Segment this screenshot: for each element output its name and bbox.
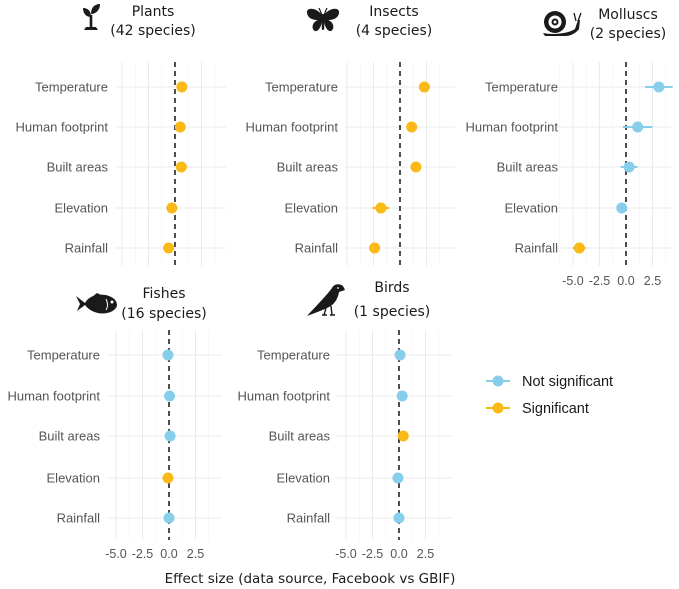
data-point bbox=[392, 472, 404, 484]
fish-icon bbox=[76, 293, 117, 314]
category-label: Elevation bbox=[277, 471, 330, 486]
panel-molluscs: Temperature Human footprint Built areas Ele… bbox=[466, 62, 673, 288]
category-label: Built areas bbox=[269, 429, 331, 444]
x-tick-label: -5.0 bbox=[335, 547, 357, 561]
category-label: Elevation bbox=[55, 201, 108, 216]
data-point bbox=[406, 121, 418, 133]
legend-label-not-significant: Not significant bbox=[522, 374, 613, 390]
legend-key-not-significant bbox=[492, 375, 504, 387]
category-label: Rainfall bbox=[515, 241, 558, 256]
panel-subtitle-plants: (42 species) bbox=[110, 23, 195, 39]
x-tick-label: 0.0 bbox=[390, 547, 407, 561]
category-label: Rainfall bbox=[287, 511, 330, 526]
data-point bbox=[653, 81, 665, 93]
data-point bbox=[369, 242, 381, 254]
data-point bbox=[163, 242, 175, 254]
category-label: Built areas bbox=[47, 160, 109, 175]
panel-subtitle-fishes: (16 species) bbox=[121, 306, 206, 322]
x-axis-title: Effect size (data source, Facebook vs GB… bbox=[165, 571, 456, 587]
data-point bbox=[418, 81, 430, 93]
category-label: Built areas bbox=[39, 429, 101, 444]
category-label: Built areas bbox=[277, 160, 339, 175]
panel-title-fishes: Fishes bbox=[143, 286, 186, 302]
data-point bbox=[175, 161, 187, 173]
x-tick-label: 0.0 bbox=[160, 547, 177, 561]
panel-insects: Temperature Human footprint Built areas Ele… bbox=[246, 62, 455, 266]
x-tick-label: -2.5 bbox=[589, 274, 611, 288]
butterfly-icon bbox=[306, 7, 340, 32]
data-point bbox=[616, 202, 628, 214]
panel-title-molluscs: Molluscs bbox=[598, 7, 658, 23]
snail-icon bbox=[543, 11, 582, 36]
category-label: Human footprint bbox=[16, 120, 109, 135]
x-tick-label: -5.0 bbox=[562, 274, 584, 288]
category-label: Elevation bbox=[47, 471, 100, 486]
x-tick-label: 2.5 bbox=[644, 274, 661, 288]
category-label: Elevation bbox=[505, 201, 558, 216]
category-label: Elevation bbox=[285, 201, 338, 216]
category-label: Temperature bbox=[485, 80, 558, 95]
category-label: Temperature bbox=[27, 348, 100, 363]
data-point bbox=[396, 390, 408, 402]
legend-key-significant bbox=[492, 402, 504, 414]
data-point bbox=[623, 161, 635, 173]
category-label: Human footprint bbox=[246, 120, 339, 135]
category-label: Human footprint bbox=[8, 389, 101, 404]
data-point bbox=[163, 512, 175, 524]
bird-icon bbox=[307, 284, 345, 316]
data-point bbox=[632, 121, 644, 133]
panel-title-insects: Insects bbox=[369, 4, 418, 20]
plant-icon bbox=[83, 4, 100, 30]
legend-label-significant: Significant bbox=[522, 401, 589, 417]
panel-fishes: Temperature Human footprint Built areas Ele… bbox=[8, 330, 222, 561]
data-point bbox=[410, 161, 422, 173]
x-tick-label: 2.5 bbox=[187, 547, 204, 561]
data-point bbox=[375, 202, 387, 214]
panel-title-plants: Plants bbox=[132, 4, 175, 20]
category-label: Temperature bbox=[35, 80, 108, 95]
category-label: Rainfall bbox=[57, 511, 100, 526]
data-point bbox=[162, 349, 174, 361]
legend: Not significant Significant bbox=[486, 374, 613, 417]
category-label: Human footprint bbox=[238, 389, 331, 404]
x-tick-label: -2.5 bbox=[362, 547, 384, 561]
panel-plants: Temperature Human footprint Built areas Ele… bbox=[16, 62, 226, 266]
panel-birds: Temperature Human footprint Built areas Ele… bbox=[238, 330, 452, 561]
data-point bbox=[164, 430, 176, 442]
x-tick-label: -5.0 bbox=[105, 547, 127, 561]
x-tick-label: -2.5 bbox=[132, 547, 154, 561]
data-point bbox=[573, 242, 585, 254]
data-point bbox=[393, 512, 405, 524]
x-tick-label: 2.5 bbox=[417, 547, 434, 561]
data-point bbox=[166, 202, 178, 214]
category-label: Rainfall bbox=[295, 241, 338, 256]
data-point bbox=[174, 121, 186, 133]
data-point bbox=[397, 430, 409, 442]
x-tick-label: 0.0 bbox=[617, 274, 634, 288]
category-label: Temperature bbox=[257, 348, 330, 363]
data-point bbox=[162, 472, 174, 484]
category-label: Temperature bbox=[265, 80, 338, 95]
panel-title-birds: Birds bbox=[374, 280, 409, 296]
data-point bbox=[176, 81, 188, 93]
category-label: Built areas bbox=[497, 160, 559, 175]
panel-subtitle-birds: (1 species) bbox=[354, 304, 431, 320]
data-point bbox=[164, 390, 176, 402]
category-label: Human footprint bbox=[466, 120, 559, 135]
panel-subtitle-molluscs: (2 species) bbox=[590, 26, 667, 42]
panel-subtitle-insects: (4 species) bbox=[356, 23, 433, 39]
data-point bbox=[394, 349, 406, 361]
category-label: Rainfall bbox=[65, 241, 108, 256]
